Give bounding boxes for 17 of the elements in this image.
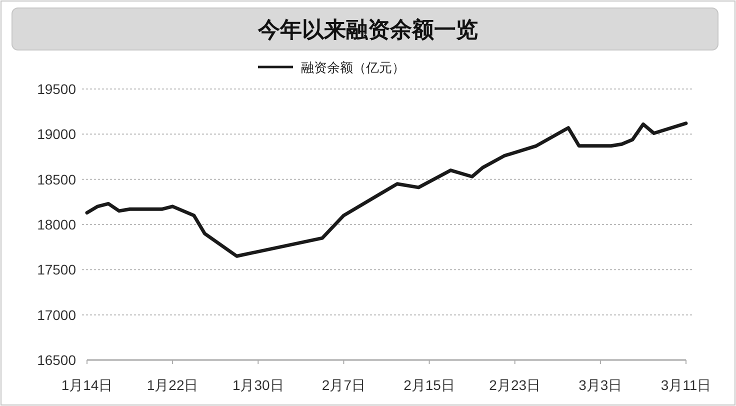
x-tick-label: 3月3日 (578, 377, 622, 393)
y-tick-label: 17000 (37, 306, 76, 323)
x-tick-label: 1月22日 (146, 377, 198, 393)
x-tick-label: 1月30日 (232, 377, 284, 393)
y-tick-label: 18500 (37, 171, 76, 188)
y-tick-label: 16500 (37, 352, 76, 368)
y-tick-label: 18000 (37, 216, 76, 232)
y-tick-label: 19000 (37, 126, 76, 142)
chart-title: 今年以来融资余额一览 (257, 17, 478, 42)
x-tick-label: 1月14日 (61, 377, 113, 393)
x-tick-label: 2月15日 (404, 377, 455, 393)
y-tick-label: 19500 (37, 81, 76, 97)
y-tick-label: 17500 (37, 262, 76, 278)
x-tick-label: 3月11日 (660, 377, 712, 393)
x-tick-label: 2月7日 (322, 377, 366, 393)
legend-label: 融资余额（亿元） (301, 60, 405, 75)
x-tick-label: 2月23日 (489, 377, 541, 393)
